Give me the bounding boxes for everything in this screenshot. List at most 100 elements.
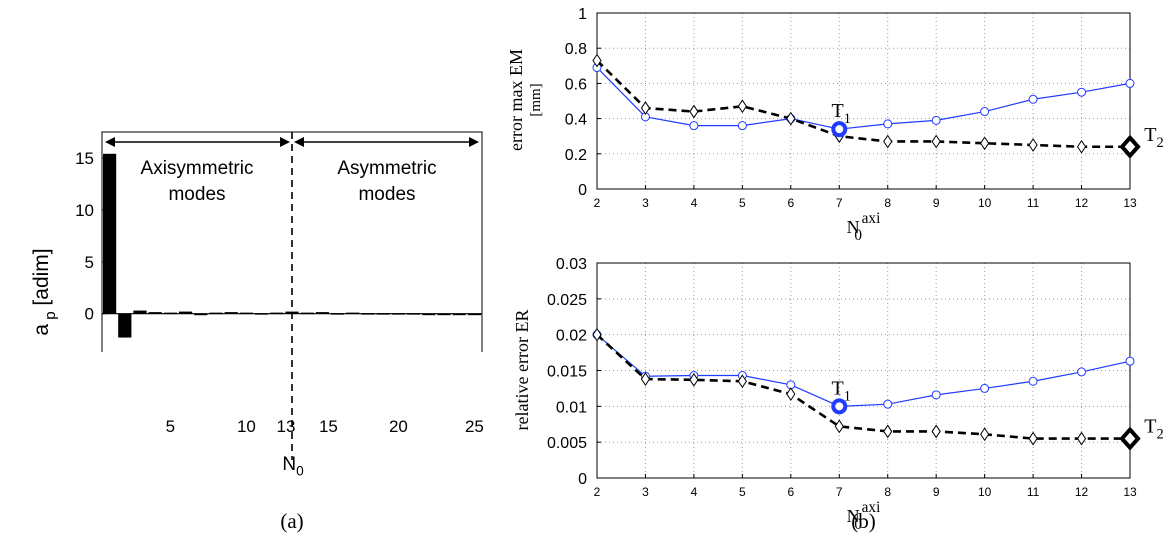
y-axis-label: relative error ER bbox=[512, 310, 532, 431]
bar bbox=[467, 313, 481, 316]
y-tick-label: 0.01 bbox=[556, 399, 587, 416]
data-point bbox=[1077, 367, 1087, 377]
data-point bbox=[737, 121, 747, 131]
bar bbox=[315, 312, 329, 314]
data-point bbox=[592, 327, 602, 342]
y-tick-label: 0 bbox=[578, 182, 587, 199]
y-tick-label: 0.4 bbox=[565, 112, 587, 129]
arrow-head bbox=[280, 137, 290, 147]
y-axis-label: error max EM bbox=[506, 49, 526, 151]
x-tick-label: 2 bbox=[594, 485, 601, 499]
bar bbox=[148, 312, 162, 314]
axes-frame bbox=[596, 262, 1131, 479]
x-tick-label: 25 bbox=[465, 417, 484, 436]
data-point bbox=[931, 134, 941, 149]
y-tick-label: 0.03 bbox=[556, 256, 587, 273]
y-tick-label: 0.015 bbox=[547, 364, 587, 381]
bar bbox=[452, 313, 466, 316]
arrow-head bbox=[105, 137, 115, 147]
data-point bbox=[1125, 356, 1135, 366]
highlight-point bbox=[1119, 134, 1141, 159]
point-annotation: T2 bbox=[1144, 124, 1163, 151]
data-point bbox=[1077, 87, 1087, 97]
highlight-point bbox=[1119, 426, 1141, 451]
region-label: Asymmetric bbox=[337, 158, 436, 179]
data-point bbox=[1028, 138, 1038, 152]
bar bbox=[422, 313, 436, 316]
y-tick-label: 10 bbox=[75, 201, 94, 220]
data-point bbox=[883, 399, 893, 409]
data-point bbox=[640, 101, 651, 115]
data-point bbox=[883, 119, 893, 129]
x-tick-label: 12 bbox=[1075, 196, 1089, 210]
region-label: Axisymmetric bbox=[141, 158, 254, 179]
x-tick-label: 13 bbox=[1123, 485, 1137, 499]
x-axis-label: N0 bbox=[282, 454, 304, 479]
point-annotation: T2 bbox=[1144, 416, 1163, 443]
x-tick-label: 7 bbox=[836, 196, 843, 210]
bar bbox=[118, 313, 132, 338]
x-tick-label: 8 bbox=[884, 485, 891, 499]
x-tick-label: 4 bbox=[691, 196, 698, 210]
data-point bbox=[980, 383, 990, 393]
x-tick-label: 7 bbox=[836, 485, 843, 499]
data-point bbox=[1076, 431, 1087, 446]
data-point bbox=[786, 111, 796, 126]
data-point bbox=[980, 107, 990, 117]
data-point bbox=[1125, 78, 1135, 88]
x-tick-label: 3 bbox=[642, 485, 649, 499]
x-tick-label: 11 bbox=[1027, 196, 1040, 210]
point-annotation: T1 bbox=[832, 100, 851, 127]
series-line bbox=[596, 334, 1131, 407]
x-tick-label: 10 bbox=[978, 196, 992, 210]
axes-frame bbox=[596, 12, 1131, 190]
arrow-head bbox=[469, 137, 479, 147]
y-tick-label: 0 bbox=[578, 471, 587, 488]
y-tick-label: 0.2 bbox=[565, 147, 587, 164]
highlight-point bbox=[831, 121, 848, 138]
y-axis-label: a p [adim] bbox=[30, 248, 59, 335]
data-point bbox=[1028, 431, 1038, 446]
x-tick-label: 15 bbox=[319, 417, 338, 436]
x-tick-label: 11 bbox=[1027, 485, 1040, 499]
arrow-head bbox=[294, 137, 304, 147]
series-line bbox=[596, 67, 1131, 130]
data-point bbox=[834, 419, 844, 434]
y-tick-label: 0 bbox=[85, 305, 94, 324]
series-line bbox=[596, 59, 1130, 149]
data-point bbox=[689, 372, 699, 387]
x-tick-label: 10 bbox=[237, 417, 256, 436]
panel-b-top-line-chart: 2 3 4 5 6 7 8 9 10 11 12 13 0 0.2 0.4 0.6 0.8 1 T1 T2 N axi 0 e… bbox=[506, 6, 1164, 244]
data-point bbox=[640, 372, 651, 387]
data-point bbox=[931, 424, 941, 439]
panel-a-bar-chart: Axisymmetric modes Asymmetric modes 0 5 10 15 5 1… bbox=[30, 131, 484, 533]
data-point bbox=[1028, 376, 1038, 386]
bar bbox=[437, 313, 451, 316]
highlight-point bbox=[831, 398, 848, 415]
data-point bbox=[737, 99, 747, 114]
data-point bbox=[980, 136, 990, 151]
data-point bbox=[980, 427, 990, 442]
x-tick-label: 5 bbox=[739, 485, 746, 499]
bar bbox=[194, 313, 208, 316]
bar bbox=[133, 310, 147, 314]
y-tick-label: 5 bbox=[85, 253, 94, 272]
data-point bbox=[1076, 139, 1087, 154]
x-tick-label: 10 bbox=[978, 485, 992, 499]
data-point bbox=[689, 104, 699, 119]
point-annotation: T1 bbox=[832, 377, 851, 404]
bar bbox=[179, 311, 193, 314]
y-tick-label: 0.6 bbox=[565, 76, 587, 93]
x-tick-label: 3 bbox=[642, 196, 649, 210]
x-tick-label: 4 bbox=[691, 485, 698, 499]
data-point bbox=[1028, 94, 1038, 104]
y-axis-unit: [mm] bbox=[528, 83, 544, 116]
x-tick-label: 9 bbox=[933, 196, 940, 210]
y-tick-label: 0.8 bbox=[565, 41, 587, 58]
x-tick-label: 8 bbox=[884, 196, 891, 210]
data-point bbox=[883, 424, 893, 439]
data-point bbox=[931, 390, 941, 400]
x-tick-label: 12 bbox=[1075, 485, 1089, 499]
